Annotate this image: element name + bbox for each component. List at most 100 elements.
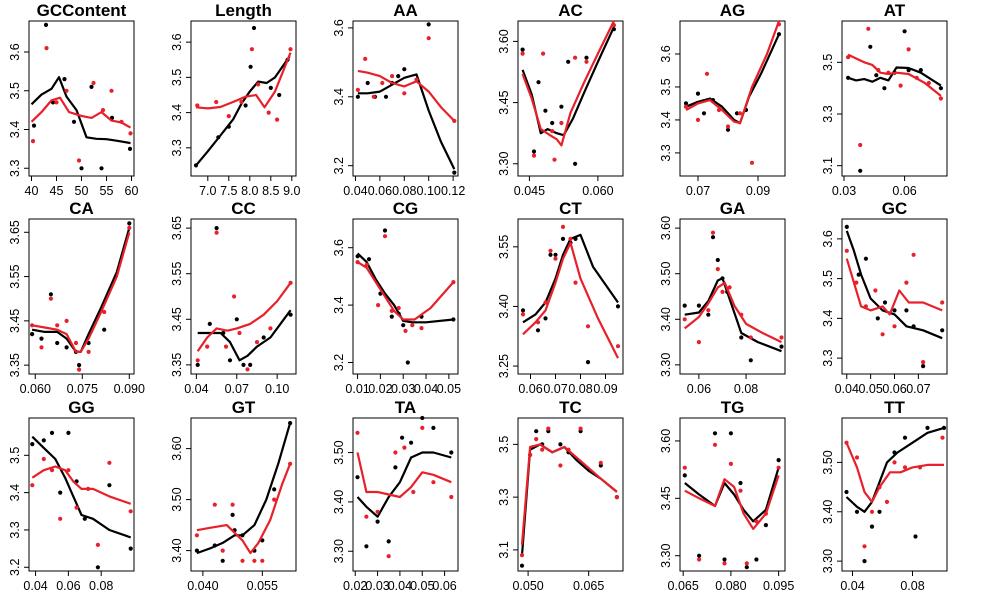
black-data-point <box>543 316 548 321</box>
black-data-point <box>107 483 112 488</box>
x-tick-label: 0.02 <box>343 579 367 593</box>
black-data-point <box>452 170 457 175</box>
red-data-point <box>426 36 431 41</box>
red-data-point <box>288 280 293 285</box>
x-tick-label: 0.060 <box>582 184 613 198</box>
panel-title: AA <box>393 1 418 20</box>
red-data-point <box>710 230 716 235</box>
red-data-point <box>107 460 112 465</box>
black-data-point <box>863 256 869 261</box>
y-tick-label: 3.40 <box>332 490 346 514</box>
red-data-point <box>260 558 265 563</box>
black-data-point <box>251 25 257 31</box>
y-tick-label: 3.45 <box>170 307 184 331</box>
red-data-point <box>846 55 851 60</box>
plot-frame <box>352 417 459 572</box>
black-data-point <box>559 104 564 109</box>
red-data-point <box>892 460 897 465</box>
x-tick-label: 7.0 <box>199 184 216 198</box>
plot-frame <box>679 20 786 177</box>
red-smooth-line <box>522 241 619 359</box>
y-tick-label: 3.4 <box>821 310 835 327</box>
panel-title: CA <box>69 199 94 218</box>
red-data-point <box>886 70 891 75</box>
panel-tc: TC 0.050 0.065 3.1 3.3 3.5 <box>497 398 624 593</box>
red-data-point <box>100 108 106 113</box>
red-data-point <box>727 285 732 290</box>
red-data-point <box>414 77 419 82</box>
red-data-point <box>30 483 35 488</box>
black-data-point <box>869 524 875 529</box>
black-data-point <box>216 135 221 140</box>
red-data-point <box>29 323 35 328</box>
black-data-point <box>611 27 617 32</box>
red-data-point <box>214 230 219 235</box>
black-data-point <box>566 59 571 64</box>
red-data-point <box>212 502 217 507</box>
x-tick-label: 0.07 <box>543 382 567 396</box>
black-data-point <box>548 252 553 257</box>
panel-gccontent: GCContent 40 45 50 55 60 3.3 3.4 3.5 3.6 <box>8 1 138 198</box>
black-data-point <box>918 68 923 73</box>
red-data-point <box>77 367 82 372</box>
y-tick-label: 3.4 <box>8 484 22 501</box>
red-data-point <box>880 332 885 337</box>
black-data-point <box>364 544 369 549</box>
red-data-point <box>386 554 391 559</box>
y-tick-label: 3.25 <box>497 354 511 378</box>
black-data-point <box>846 75 851 80</box>
x-tick-label: 0.05 <box>858 382 882 396</box>
y-tick-label: 3.5 <box>8 447 22 464</box>
y-tick-label: 3.3 <box>821 105 835 122</box>
black-data-point <box>874 73 879 78</box>
red-data-point <box>431 480 436 485</box>
panel-title: GC <box>882 199 908 218</box>
red-smooth-line <box>521 20 615 147</box>
red-data-point <box>697 557 702 562</box>
red-data-point <box>64 318 69 323</box>
black-data-point <box>748 358 753 363</box>
red-smooth-line <box>847 53 942 97</box>
panel-at: AT 0.03 0.06 3.1 3.3 3.5 <box>821 1 948 198</box>
red-data-point <box>940 435 945 440</box>
x-tick-label: 9.0 <box>283 184 300 198</box>
panel-aa: AA 0.04 0.06 0.08 0.10 0.12 3.2 3.4 3.6 <box>332 1 465 198</box>
red-smooth-line <box>357 261 455 321</box>
black-data-point <box>697 553 702 558</box>
x-tick-label: 0.09 <box>593 382 617 396</box>
black-data-point <box>906 68 911 73</box>
plot-frame <box>352 20 459 177</box>
red-data-point <box>550 129 555 134</box>
y-tick-label: 3.45 <box>8 309 22 333</box>
x-tick-label: 0.065 <box>668 579 699 593</box>
panel-title: GT <box>232 398 256 417</box>
red-data-point <box>696 340 702 345</box>
black-data-point <box>405 360 410 365</box>
black-data-point <box>355 94 360 99</box>
panel-title: GG <box>68 398 94 417</box>
x-tick-label: 0.050 <box>512 579 543 593</box>
black-smooth-line <box>30 76 131 145</box>
red-data-point <box>382 234 388 239</box>
black-data-point <box>776 32 782 37</box>
x-tick-label: 0.060 <box>20 382 51 396</box>
red-data-point <box>854 455 860 460</box>
black-data-point <box>195 362 200 367</box>
red-data-point <box>355 260 360 265</box>
x-tick-label: 0.07 <box>906 382 930 396</box>
red-data-point <box>102 309 107 315</box>
black-data-point <box>226 124 231 129</box>
red-data-point <box>921 360 926 365</box>
black-data-point <box>355 475 360 480</box>
red-data-point <box>76 158 82 163</box>
x-tick-label: 0.10 <box>265 382 289 396</box>
black-data-point <box>902 29 907 34</box>
y-tick-label: 3.45 <box>497 90 511 114</box>
red-data-point <box>712 442 718 447</box>
red-data-point <box>268 326 273 331</box>
red-data-point <box>237 330 242 336</box>
black-data-point <box>754 557 759 562</box>
black-smooth-line <box>357 73 456 170</box>
y-tick-label: 3.2 <box>332 354 346 371</box>
y-tick-label: 3.3 <box>8 160 22 177</box>
